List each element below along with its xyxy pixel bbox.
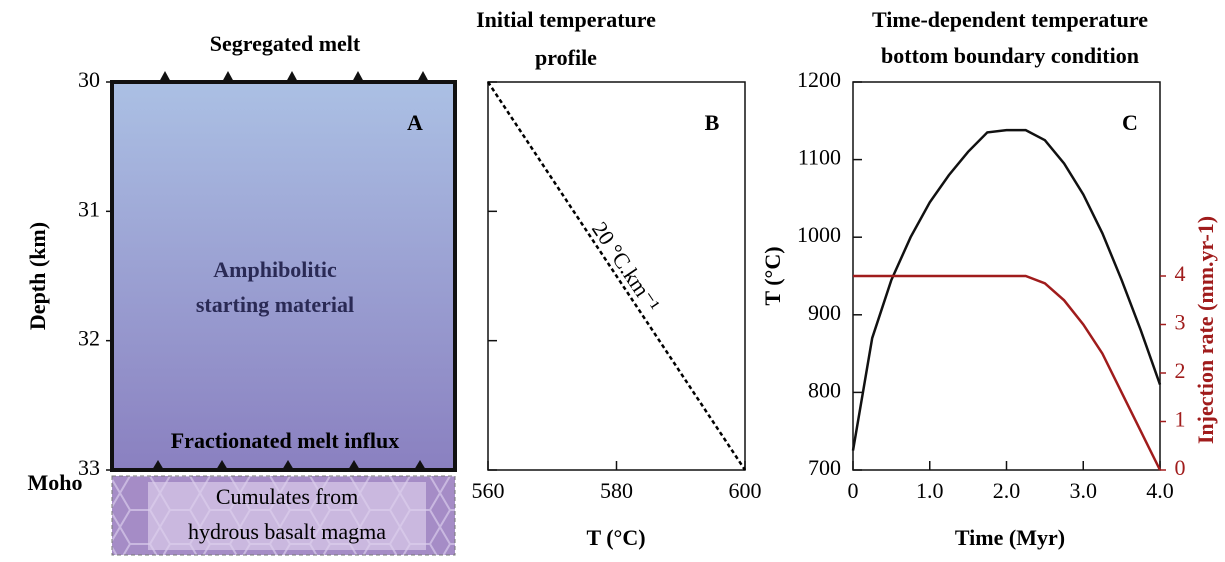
panel-title: profile	[535, 45, 597, 70]
y-axis-label: T (°C)	[760, 246, 785, 305]
annotation: hydrous basalt magma	[188, 519, 386, 544]
y2-tick-label: 1	[1175, 407, 1186, 432]
y-tick-label: 31	[78, 196, 100, 221]
annotation: Fractionated melt influx	[171, 428, 400, 453]
y-tick-label: 700	[808, 455, 841, 480]
y-tick-label: 33	[78, 455, 100, 480]
panel-label: C	[1122, 110, 1138, 135]
annotation: Moho	[28, 470, 83, 495]
x-tick-label: 4.0	[1146, 478, 1174, 503]
y-tick-label: 1200	[797, 67, 841, 92]
x-tick-label: 580	[600, 478, 633, 503]
y-tick-label: 30	[78, 67, 100, 92]
data-line	[853, 274, 1162, 471]
cumulates-label-bg	[148, 482, 426, 550]
data-line	[851, 128, 1162, 451]
data-line	[486, 81, 747, 471]
x-axis-label: Time (Myr)	[955, 525, 1065, 550]
y2-tick-label: 4	[1175, 261, 1186, 286]
y-axis-label: Depth (km)	[25, 222, 50, 330]
y-tick-label: 900	[808, 300, 841, 325]
annotation: starting material	[196, 292, 354, 317]
annotation: Amphibolitic	[213, 257, 337, 282]
x-tick-label: 3.0	[1070, 478, 1098, 503]
x-tick-label: 2.0	[993, 478, 1021, 503]
arrows	[152, 71, 429, 470]
x-tick-label: 0	[848, 478, 859, 503]
panel-a-frame	[110, 80, 457, 472]
y-tick-label: 800	[808, 377, 841, 402]
x-tick-label: 1.0	[916, 478, 944, 503]
panel-label: B	[705, 110, 720, 135]
x-tick-label: 560	[472, 478, 505, 503]
y-tick-label: 1000	[797, 222, 841, 247]
y2-tick-label: 0	[1175, 455, 1186, 480]
panel-title: Initial temperature	[476, 7, 656, 32]
y-tick-label: 32	[78, 326, 100, 351]
panel-title: Segregated melt	[210, 31, 361, 56]
annotation: Cumulates from	[216, 484, 358, 509]
panel-title: bottom boundary condition	[881, 43, 1139, 68]
y2-tick-label: 3	[1175, 310, 1186, 335]
y2-tick-label: 2	[1175, 358, 1186, 383]
x-axis-label: T (°C)	[586, 525, 645, 550]
x-tick-label: 600	[729, 478, 762, 503]
annotation: 20 °C.km⁻¹	[587, 217, 665, 316]
panel-label: A	[407, 110, 423, 135]
y-tick-label: 1100	[798, 145, 841, 170]
panel-title: Time-dependent temperature	[872, 7, 1148, 32]
y2-axis-label: Injection rate (mm.yr-1)	[1193, 216, 1218, 444]
